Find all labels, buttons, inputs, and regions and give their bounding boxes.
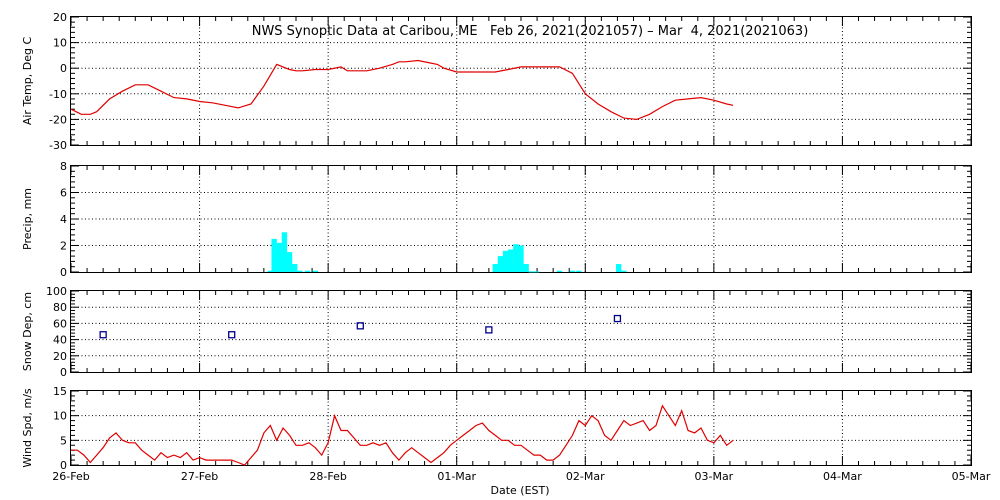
panel-air-temp-frame bbox=[70, 16, 972, 146]
y-tick-label: -20 bbox=[49, 113, 67, 126]
precip-bar bbox=[267, 270, 273, 272]
x-tick-label: 05-Mar bbox=[952, 470, 991, 483]
x-tick-label: 27-Feb bbox=[181, 470, 218, 483]
panel-wind-speed-frame bbox=[70, 390, 972, 466]
snow-depth-point bbox=[99, 331, 107, 339]
y-tick-label: 2 bbox=[60, 240, 67, 253]
x-tick-label: 01-Mar bbox=[437, 470, 476, 483]
precip-bar bbox=[312, 270, 318, 272]
precip-bar bbox=[523, 264, 529, 272]
y-tick-label: 5 bbox=[60, 434, 67, 447]
precip-bar bbox=[621, 270, 627, 272]
y-tick-label: 0 bbox=[60, 266, 67, 279]
y-tick-label: -10 bbox=[49, 88, 67, 101]
y-tick-label: 0 bbox=[60, 459, 67, 472]
precip-bar bbox=[297, 270, 303, 272]
wind_speed-series-line bbox=[71, 404, 734, 466]
y-tick-label: 10 bbox=[53, 410, 67, 423]
precip-bar bbox=[518, 245, 524, 272]
y-tick-label: 0 bbox=[60, 366, 67, 379]
precip-bar bbox=[492, 264, 498, 272]
precip-bar bbox=[281, 232, 288, 272]
y-tick-label: 20 bbox=[53, 11, 67, 24]
precip-bar bbox=[513, 244, 519, 272]
precip-bar bbox=[508, 249, 514, 272]
x-tick-label: 26-Feb bbox=[52, 470, 89, 483]
y-tick-label: 6 bbox=[60, 187, 67, 200]
precip-bar bbox=[569, 270, 576, 272]
chart-title: NWS Synoptic Data at Caribou, ME Feb 26,… bbox=[252, 24, 809, 39]
precip-bar bbox=[286, 252, 293, 272]
panel-precip-frame bbox=[70, 165, 972, 273]
precip-bar bbox=[276, 242, 282, 272]
wind-speed-ylabel: Wind Spd, m/s bbox=[21, 388, 34, 468]
precip-bar bbox=[292, 264, 298, 272]
panel-snow-depth-frame bbox=[70, 290, 972, 373]
precip-bar bbox=[271, 238, 277, 272]
precip-bar bbox=[497, 256, 504, 272]
precip-bar bbox=[528, 271, 534, 273]
y-tick-label: 60 bbox=[53, 317, 67, 330]
x-tick-label: 02-Mar bbox=[566, 470, 605, 483]
snow-depth-point bbox=[228, 331, 236, 339]
panel-precip: 0 2 4 6 8 Precip, mm bbox=[21, 160, 972, 279]
y-tick-label: 20 bbox=[53, 350, 67, 363]
precip-bar bbox=[576, 270, 582, 272]
y-tick-label: -30 bbox=[49, 139, 67, 152]
precip-bar bbox=[616, 264, 622, 272]
precip-bar bbox=[502, 250, 509, 272]
panel-air-temp: -30 -20 -10 0 10 20 Air Temp, Deg C bbox=[21, 11, 972, 152]
x-tick-label: 04-Mar bbox=[823, 470, 862, 483]
air_temp-series-line bbox=[70, 59, 734, 121]
snow-depth-point bbox=[613, 314, 622, 323]
precip-bar bbox=[533, 271, 540, 273]
snow-depth-point bbox=[356, 322, 364, 330]
x-tick-label: 03-Mar bbox=[694, 470, 733, 483]
precip-bar bbox=[556, 270, 563, 272]
panel-wind-speed: 0 5 10 15 Wind Spd, m/s bbox=[21, 385, 972, 472]
precip-ylabel: Precip, mm bbox=[21, 188, 34, 250]
snow-depth-ylabel: Snow Dep, cm bbox=[21, 292, 34, 371]
y-tick-label: 40 bbox=[53, 334, 67, 347]
y-tick-label: 15 bbox=[53, 385, 67, 398]
snow-depth-point bbox=[485, 326, 493, 334]
y-tick-label: 10 bbox=[53, 37, 67, 50]
x-axis-label: Date (EST) bbox=[490, 484, 549, 497]
y-tick-label: 8 bbox=[60, 160, 67, 173]
x-tick-label: 28-Feb bbox=[309, 470, 346, 483]
y-tick-label: 100 bbox=[46, 285, 67, 298]
y-tick-label: 80 bbox=[53, 301, 67, 314]
air-temp-ylabel: Air Temp, Deg C bbox=[21, 37, 34, 126]
precip-bar bbox=[304, 270, 311, 272]
y-tick-label: 0 bbox=[60, 62, 67, 75]
panel-snow-depth: 0 20 40 60 80 100 Snow Dep, cm bbox=[21, 285, 972, 379]
x-axis-tick-labels: 26-Feb 27-Feb 28-Feb 01-Mar 02-Mar 03-Mar 04-M… bbox=[52, 470, 991, 483]
y-tick-label: 4 bbox=[60, 213, 67, 226]
